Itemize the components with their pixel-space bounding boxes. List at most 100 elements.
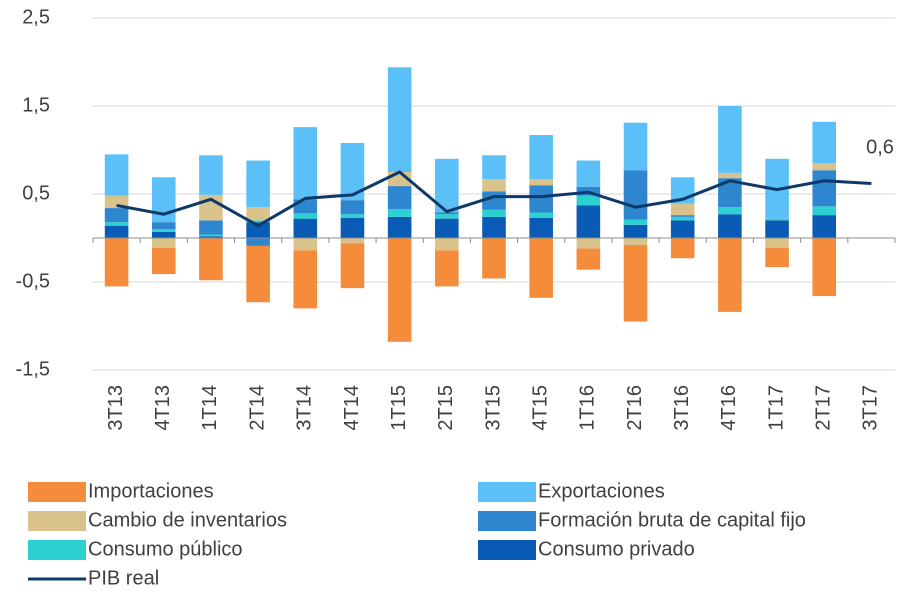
legend-swatch: [478, 511, 536, 531]
bar-segment: [529, 185, 553, 213]
bar-segment: [670, 238, 695, 259]
bar-segment: [529, 238, 553, 298]
bar-segment: [482, 238, 506, 279]
bar-segment: [718, 207, 742, 215]
bar-segment: [812, 170, 837, 207]
bar-segment: [387, 186, 412, 209]
bar-segment: [293, 238, 318, 251]
bar-segment: [199, 234, 223, 237]
x-tick-label: 1T16: [577, 385, 599, 431]
bar-segment: [387, 238, 412, 342]
legend-swatch: [478, 540, 536, 560]
x-tick-label: 2T15: [435, 385, 457, 431]
bar-segment: [576, 195, 601, 206]
bar-segment: [482, 179, 506, 192]
bar-segment: [718, 172, 742, 179]
bar-segment: [151, 229, 176, 232]
x-tick-label: 2T17: [813, 385, 835, 431]
bar-segment: [246, 160, 270, 208]
legend-swatch: [478, 482, 536, 502]
x-tick-label: 4T15: [529, 385, 551, 431]
x-tick-label: 4T14: [341, 385, 363, 431]
bar-segment: [340, 243, 365, 289]
bar-segment: [718, 106, 742, 173]
bar-segment: [293, 218, 318, 238]
bar-segment: [765, 238, 789, 248]
bar-segment: [623, 224, 648, 238]
bar-segment: [670, 216, 695, 221]
bar-segment: [246, 220, 270, 223]
bar-segment: [529, 179, 553, 186]
line-series: [116, 170, 872, 228]
bar-segment: [104, 154, 129, 196]
bar-segment: [293, 213, 318, 219]
legend-label: Importaciones: [88, 480, 214, 502]
bar-segment: [246, 238, 270, 246]
annotation: 0,6: [866, 136, 894, 158]
bar-segment: [718, 238, 742, 312]
x-tick-label: 4T16: [718, 385, 740, 431]
bar-segment: [435, 238, 459, 251]
bar-segment: [529, 217, 553, 238]
legend-label: Cambio de inventarios: [88, 509, 287, 531]
x-tick-label: 1T14: [199, 385, 221, 431]
bar-segment: [482, 155, 506, 180]
bar-segment: [670, 215, 695, 217]
legend-label: Consumo privado: [538, 538, 695, 560]
bar-segment: [765, 247, 789, 268]
bar-segment: [435, 158, 459, 213]
bar-segment: [576, 205, 601, 238]
bar-segment: [623, 238, 648, 246]
x-tick-label: 1T15: [388, 385, 410, 431]
bar-segment: [293, 250, 318, 309]
bar-segment: [387, 67, 412, 172]
bar-segment: [104, 195, 129, 209]
bar-segment: [812, 206, 837, 216]
legend-label: Consumo público: [88, 538, 243, 560]
bar-segment: [199, 155, 223, 195]
bar-segment: [670, 220, 695, 238]
bar-segment: [104, 222, 129, 226]
bar-segment: [151, 247, 176, 275]
bar-segment: [435, 218, 459, 238]
bar-segment: [293, 199, 318, 214]
bar-segment: [387, 208, 412, 217]
x-tick-label: 3T16: [671, 385, 693, 431]
bar-segment: [812, 121, 837, 164]
bar-segment: [387, 216, 412, 238]
bar-segment: [246, 245, 270, 303]
bar-segment: [104, 208, 129, 223]
legend-label: PIB real: [88, 567, 159, 589]
bar-segment: [812, 215, 837, 238]
legend-label: Formación bruta de capital fijo: [538, 509, 806, 531]
bar-segment: [623, 219, 648, 225]
x-tick-label: 2T16: [624, 385, 646, 431]
bar-segment: [340, 217, 365, 238]
bar-segment: [340, 238, 365, 244]
y-tick-label: 1,5: [22, 94, 50, 116]
bar-segment: [199, 220, 223, 235]
legend-swatch: [28, 540, 86, 560]
x-tick-label: 3T13: [105, 385, 127, 431]
bar-segment: [340, 200, 365, 215]
bar-segment: [151, 231, 176, 238]
x-tick-label: 3T14: [294, 385, 316, 431]
y-tick-label: -1,5: [16, 358, 50, 380]
bar-segment: [529, 212, 553, 218]
bar-segment: [199, 238, 223, 281]
bar-segment: [718, 214, 742, 238]
bar-segment: [529, 135, 553, 180]
bar-segment: [576, 160, 601, 187]
bar-segment: [104, 225, 129, 238]
bar-segment: [199, 236, 223, 238]
legend-swatch: [28, 511, 86, 531]
legend-label: Exportaciones: [538, 480, 665, 502]
bar-segment: [576, 248, 601, 270]
bar-segment: [765, 220, 789, 238]
bar-segment: [765, 218, 789, 221]
y-tick-label: 0,5: [22, 182, 50, 204]
bar-segment: [482, 216, 506, 238]
bar-segment: [246, 222, 270, 238]
bar-segment: [340, 142, 365, 201]
